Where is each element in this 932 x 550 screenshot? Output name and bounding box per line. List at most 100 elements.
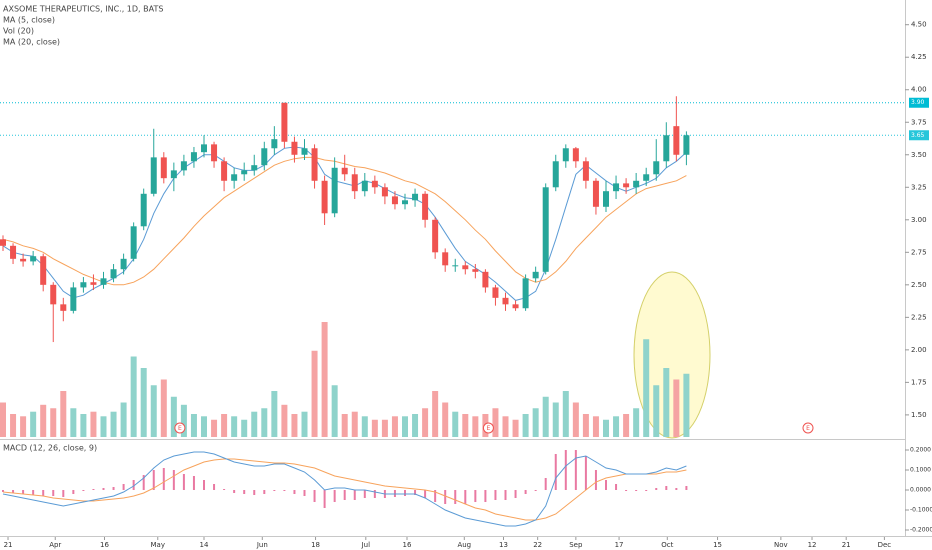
volume-bar [331,385,338,437]
macd-hist-bar [102,488,105,490]
macd-line [2,451,687,527]
y-tick-label: 1.75 [911,378,927,386]
candle-body [623,183,630,188]
candle-body [562,148,569,162]
macd-hist-bar [615,484,618,490]
volume-bar [582,414,589,437]
volume-bar [412,414,419,437]
macd-y-tick-label: -0.1000 [910,507,932,514]
macd-hist-bar [584,456,587,490]
volume-bar [170,396,177,437]
volume-bar [140,368,147,437]
earnings-label: E [178,425,182,432]
volume-bar [603,419,609,437]
candle-body [90,282,97,285]
volume-bar [90,411,97,437]
volume-bar [20,416,27,437]
volume-bar [10,414,17,437]
candle-body [331,167,338,214]
highlight-ellipse [633,271,711,439]
macd-hist-bar [283,490,286,491]
chart-title: AXSOME THERAPEUTICS, INC., 1D, BATS [3,5,163,14]
macd-hist-bar [213,484,216,490]
candle-body [512,304,519,309]
volume-bar [492,408,499,437]
macd-hist-bar [223,489,226,490]
earnings-marker [174,422,186,434]
macd-hist-bar [524,490,527,494]
volume-bar [100,416,107,437]
y-tick-label: 2.50 [911,281,927,289]
legend-ma5: MA (5, close) [3,16,55,25]
macd-hist-bar [323,490,326,508]
x-tick-label: Jun [256,541,268,549]
macd-hist-bar [363,490,366,498]
macd-hist-bar [564,450,567,490]
volume-bar [0,402,6,437]
ma-line [2,146,687,301]
candle-body [70,287,77,311]
volume-bar [422,408,429,437]
earnings-label: E [487,425,491,432]
macd-hist-bar [404,490,406,496]
legend-volume: Vol (20) [3,27,34,36]
volume-bar [291,414,298,437]
price-tag-label: 3.90 [911,99,925,106]
macd-hist-bar [82,490,85,491]
macd-hist-bar [544,478,547,490]
volume-bar [160,379,167,437]
macd-hist-bar [514,490,517,498]
macd-hist-bar [414,490,417,495]
volume-bar [653,385,660,437]
volume-bar [472,416,479,437]
volume-bar [572,402,579,437]
x-tick-label: 16 [100,541,109,549]
volume-bar [40,404,47,437]
volume-bar [442,402,449,437]
volume-bar [190,414,197,437]
macd-hist-bar [494,490,497,500]
volume-bar [391,416,398,437]
macd-hist-bar [122,484,125,490]
legend-ma20: MA (20, close) [3,38,60,47]
volume-bar [120,402,127,437]
volume-bar [211,419,218,437]
x-tick-label: 18 [311,541,320,549]
x-tick-label: 13 [499,541,508,549]
candle-body [10,245,17,259]
x-tick-label: Nov [774,541,788,549]
candle-body [251,165,258,171]
y-tick-label: 2.00 [911,346,927,354]
x-tick-label: 21 [842,541,851,549]
volume-bar [613,416,620,437]
macd-hist-bar [534,490,537,491]
macd-hist-bar [52,490,55,496]
candle-body [60,304,67,311]
y-tick-label: 2.75 [911,248,927,256]
macd-hist-bar [273,490,276,491]
macd-hist-bar [313,490,316,502]
candle-body [150,157,157,194]
candle-body [673,126,680,155]
x-tick-label: 12 [808,541,817,549]
y-tick-label: 3.75 [911,118,927,126]
macd-hist-bar [504,490,507,500]
candle-body [391,196,398,205]
macd-hist-bar [474,490,477,502]
candle-body [472,269,479,272]
macd-hist-bar [605,480,607,490]
candle-body [522,278,529,309]
macd-hist-bar [343,490,346,500]
y-tick-label: 3.50 [911,151,927,159]
volume-bar [50,408,57,437]
volume-bar [231,416,238,437]
x-tick-label: 21 [4,541,13,549]
candle-body [542,187,549,272]
volume-bar [381,419,388,437]
volume-bar [221,414,228,437]
macd-hist-bar [253,490,256,495]
candle-body [241,170,248,175]
candle-body [180,161,187,171]
candle-body [201,144,207,153]
candle-body [30,256,37,262]
